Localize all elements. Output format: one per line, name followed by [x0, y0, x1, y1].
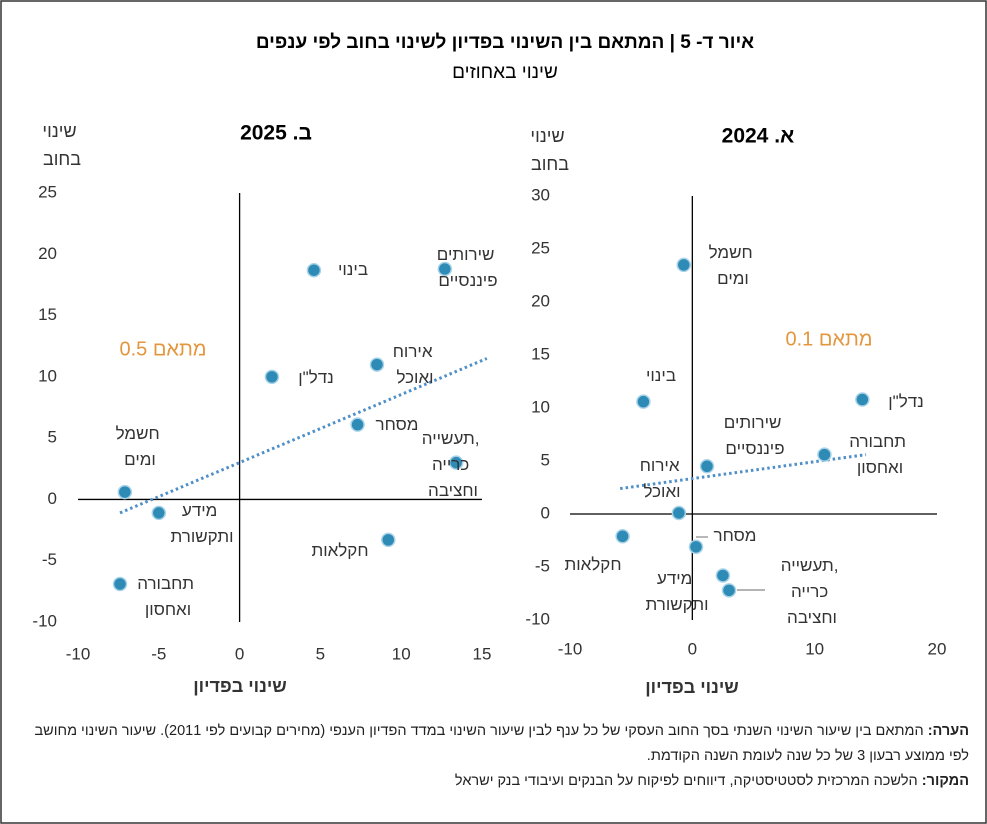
point — [615, 529, 630, 544]
point-label: חקלאות — [564, 555, 621, 574]
point — [437, 261, 453, 277]
chart-title: א. 2024 — [722, 125, 795, 148]
x-tick-label: -10 — [558, 639, 583, 658]
point — [381, 532, 396, 548]
note-text: המתאם בין שיעור השינוי השנתי בסך החוב הע… — [34, 723, 970, 764]
point — [855, 392, 870, 407]
y-tick-label: 20 — [38, 244, 57, 263]
x-axis-label: שינוי בפדיון — [645, 677, 739, 697]
x-tick-label: 15 — [473, 644, 492, 663]
y-axis-label: שינוי בחוב — [42, 121, 81, 169]
y-tick-label: 30 — [531, 185, 550, 204]
point-label: אירוח ואוכל — [393, 342, 438, 387]
point-label: תעשייה, כרייה וחציבה — [422, 429, 484, 500]
y-tick-label: -10 — [525, 609, 550, 628]
point-label: מידע ותקשורת — [646, 569, 709, 614]
x-tick-label: 5 — [316, 644, 325, 663]
y-tick-label: 5 — [48, 428, 57, 447]
x-axis-label: שינוי בפדיון — [193, 676, 287, 696]
source-label: המקור: — [921, 773, 969, 789]
point — [117, 484, 133, 500]
annotation: מתאם 0.1 — [785, 328, 872, 350]
y-tick-label: 15 — [531, 344, 550, 363]
note-label: הערה: — [927, 723, 969, 739]
x-tick-label: 10 — [392, 644, 411, 663]
y-tick-label: 0 — [541, 503, 550, 522]
point-label: שירותים פיננסיים — [724, 413, 786, 458]
y-tick-label: -5 — [535, 556, 550, 575]
y-tick-label: 10 — [531, 397, 550, 416]
point-label: בינוי — [646, 366, 676, 385]
footnotes: הערה: המתאם בין שיעור השינוי השנתי בסך ה… — [24, 719, 970, 794]
point — [699, 459, 715, 474]
page-subtitle: שינוי באחוזים — [452, 62, 558, 83]
y-tick-label: 25 — [38, 182, 57, 201]
trendline — [119, 357, 488, 515]
y-tick-label: 5 — [541, 450, 550, 469]
x-tick-label: 0 — [688, 639, 697, 658]
x-tick-label: 20 — [928, 639, 947, 658]
page-title: איור ד- 5 | המתאם בין השינוי בפדיון לשינ… — [256, 32, 754, 53]
point — [306, 262, 322, 278]
point-label: תעשייה, כרייה וחציבה — [781, 556, 843, 627]
point-label: תחבורה ואחסון — [849, 432, 911, 477]
y-tick-label: 0 — [48, 489, 57, 508]
point-label: בינוי — [338, 260, 368, 279]
point — [350, 417, 365, 432]
point — [715, 568, 731, 583]
x-tick-label: -10 — [66, 644, 91, 663]
x-tick-label: 0 — [235, 644, 244, 663]
point-label: שירותים פיננסיים — [437, 245, 499, 290]
annotation: מתאם 0.5 — [119, 338, 206, 360]
point — [817, 447, 832, 462]
y-tick-label: -10 — [32, 611, 57, 630]
point-label: מידע ותקשורת — [171, 501, 234, 546]
point-label: אירוח ואוכל — [640, 456, 685, 501]
point — [448, 455, 464, 470]
point-label: חשמל ומים — [116, 424, 165, 469]
point-label: תחבורה ואחסון — [137, 574, 199, 619]
source-text: הלשכה המרכזית לסטטיסטיקה, דיווחים לפיקוח… — [454, 773, 918, 789]
point-label: מסחר — [376, 415, 419, 434]
y-tick-label: -5 — [42, 550, 57, 569]
point — [721, 583, 737, 598]
y-tick-label: 25 — [531, 238, 550, 257]
point — [671, 505, 687, 521]
point — [369, 357, 385, 372]
chart-title: ב. 2025 — [240, 122, 312, 145]
note: הערה: המתאם בין שיעור השינוי השנתי בסך ה… — [24, 719, 970, 769]
y-tick-label: 15 — [38, 305, 57, 324]
point-label: נדל"ן — [298, 368, 334, 387]
x-tick-label: -5 — [151, 644, 166, 663]
point — [112, 576, 128, 592]
y-tick-label: 20 — [531, 291, 550, 310]
point-label: חקלאות — [311, 541, 368, 560]
point — [676, 257, 692, 273]
source: המקור: הלשכה המרכזית לסטטיסטיקה, דיווחים… — [24, 769, 969, 794]
y-axis-label: שינוי בחוב — [530, 126, 569, 174]
point-label: מסחר — [714, 526, 757, 545]
point-label: חשמל ומים — [709, 243, 758, 288]
point — [636, 394, 651, 409]
y-tick-label: 10 — [38, 366, 57, 385]
point-label: נדל"ן — [888, 392, 924, 411]
x-tick-label: 10 — [805, 639, 824, 658]
point — [264, 369, 280, 385]
point — [688, 539, 704, 555]
point — [151, 505, 167, 521]
